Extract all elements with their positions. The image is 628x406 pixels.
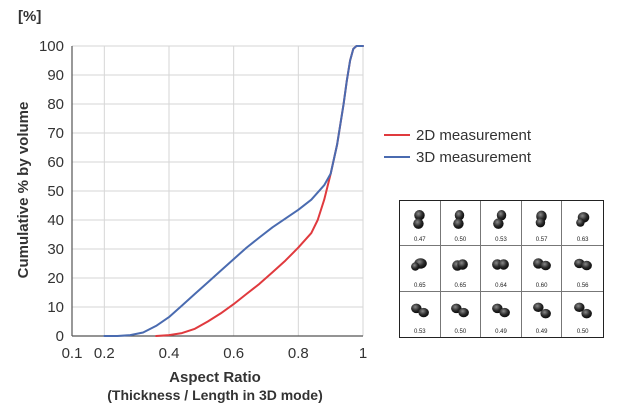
y-tick-label: 40	[47, 212, 64, 229]
particle-thumbnail-grid: 0.47 0.50 0.53 0.57 0.63 0.65 0.65 0.64 0.60 0.56…	[399, 200, 604, 338]
y-unit-label: [%]	[18, 8, 42, 25]
particle-image	[410, 258, 427, 271]
series-lines	[103, 45, 364, 337]
particle-image	[535, 210, 547, 227]
particle-aspect-ratio-label: 0.65	[454, 282, 467, 289]
x-tick-label: 1	[359, 345, 367, 362]
particle-image	[492, 303, 510, 317]
x-tick-label: 0.6	[223, 345, 244, 362]
x-axis-subtitle: (Thickness / Length in 3D mode)	[107, 387, 322, 403]
legend-item-2d: 2D measurement	[384, 124, 531, 146]
y-tick-label: 0	[56, 328, 64, 345]
particle-thumbnail: 0.65	[440, 246, 482, 292]
particle-thumbnail: 0.50	[562, 292, 603, 337]
particle-image	[573, 258, 592, 271]
particle-image	[452, 259, 469, 271]
particle-aspect-ratio-label: 0.50	[454, 237, 467, 244]
legend-label-2d: 2D measurement	[416, 126, 532, 144]
particle-thumbnail: 0.53	[400, 291, 441, 337]
particle-aspect-ratio-label: 0.47	[413, 237, 426, 244]
legend-swatch-2d	[384, 134, 410, 136]
y-tick-label: 30	[47, 241, 64, 258]
particle-image	[451, 303, 470, 317]
particle-image	[410, 303, 429, 317]
x-tick-label: 0.1	[62, 345, 83, 362]
x-tick-label: 0.2	[94, 345, 115, 362]
particle-thumbnail: 0.56	[562, 246, 603, 292]
particle-thumbnail: 0.65	[400, 246, 441, 292]
particle-thumbnail: 0.60	[521, 246, 563, 292]
y-tick-label: 60	[47, 154, 64, 171]
y-tick-label: 20	[47, 270, 64, 287]
y-tick-label: 100	[39, 38, 64, 55]
particle-image	[412, 209, 425, 229]
y-tick-label: 90	[47, 67, 64, 84]
particle-image	[532, 258, 551, 271]
particle-image	[532, 302, 551, 319]
particle-aspect-ratio-label: 0.63	[576, 237, 589, 244]
y-tick-label: 80	[47, 96, 64, 113]
particle-aspect-ratio-label: 0.64	[495, 282, 507, 289]
particle-aspect-ratio-label: 0.57	[535, 237, 548, 244]
particle-aspect-ratio-label: 0.53	[413, 328, 426, 335]
particle-thumbnail: 0.49	[481, 291, 522, 337]
particle-image	[493, 209, 507, 229]
particle-image	[453, 209, 465, 229]
legend-item-3d: 3D measurement	[384, 146, 531, 168]
particle-thumbnail: 0.53	[481, 201, 522, 247]
x-axis-title: Aspect Ratio	[169, 369, 261, 386]
legend: 2D measurement 3D measurement	[384, 124, 531, 168]
legend-swatch-3d	[384, 156, 410, 158]
series-line-3d	[103, 45, 364, 337]
particle-aspect-ratio-label: 0.50	[454, 328, 467, 335]
particle-thumbnail: 0.64	[481, 246, 522, 292]
particle-thumbnail: 0.49	[522, 291, 563, 337]
particle-thumbnail: 0.50	[441, 291, 482, 337]
particle-image	[575, 211, 589, 227]
y-tick-label: 50	[47, 183, 64, 200]
particle-thumbnail: 0.47	[400, 201, 441, 247]
y-tick-label: 10	[47, 299, 64, 316]
particle-aspect-ratio-label: 0.49	[495, 328, 507, 335]
particle-aspect-ratio-label: 0.65	[413, 282, 426, 289]
y-axis-title: Cumulative % by volume	[15, 102, 32, 279]
particle-aspect-ratio-label: 0.53	[495, 237, 507, 244]
particle-image	[573, 302, 592, 319]
particle-aspect-ratio-label: 0.49	[535, 328, 548, 335]
y-tick-label: 70	[47, 125, 64, 142]
particle-thumbnail: 0.57	[521, 201, 563, 247]
particle-aspect-ratio-label: 0.60	[535, 282, 548, 289]
particle-thumbnail: 0.63	[562, 201, 603, 247]
particle-thumbnail: 0.50	[440, 201, 482, 247]
x-tick-label: 0.8	[288, 345, 309, 362]
particle-aspect-ratio-label: 0.50	[576, 328, 589, 335]
particle-image	[492, 259, 509, 270]
x-tick-label: 0.4	[159, 345, 180, 362]
legend-label-3d: 3D measurement	[416, 148, 532, 166]
particle-aspect-ratio-label: 0.56	[576, 282, 589, 289]
tick-labels: 0 10 20 30 40 50 60 70 80 90 100 0.1 0.2 0.4 0.6 0.8 1	[39, 38, 367, 362]
